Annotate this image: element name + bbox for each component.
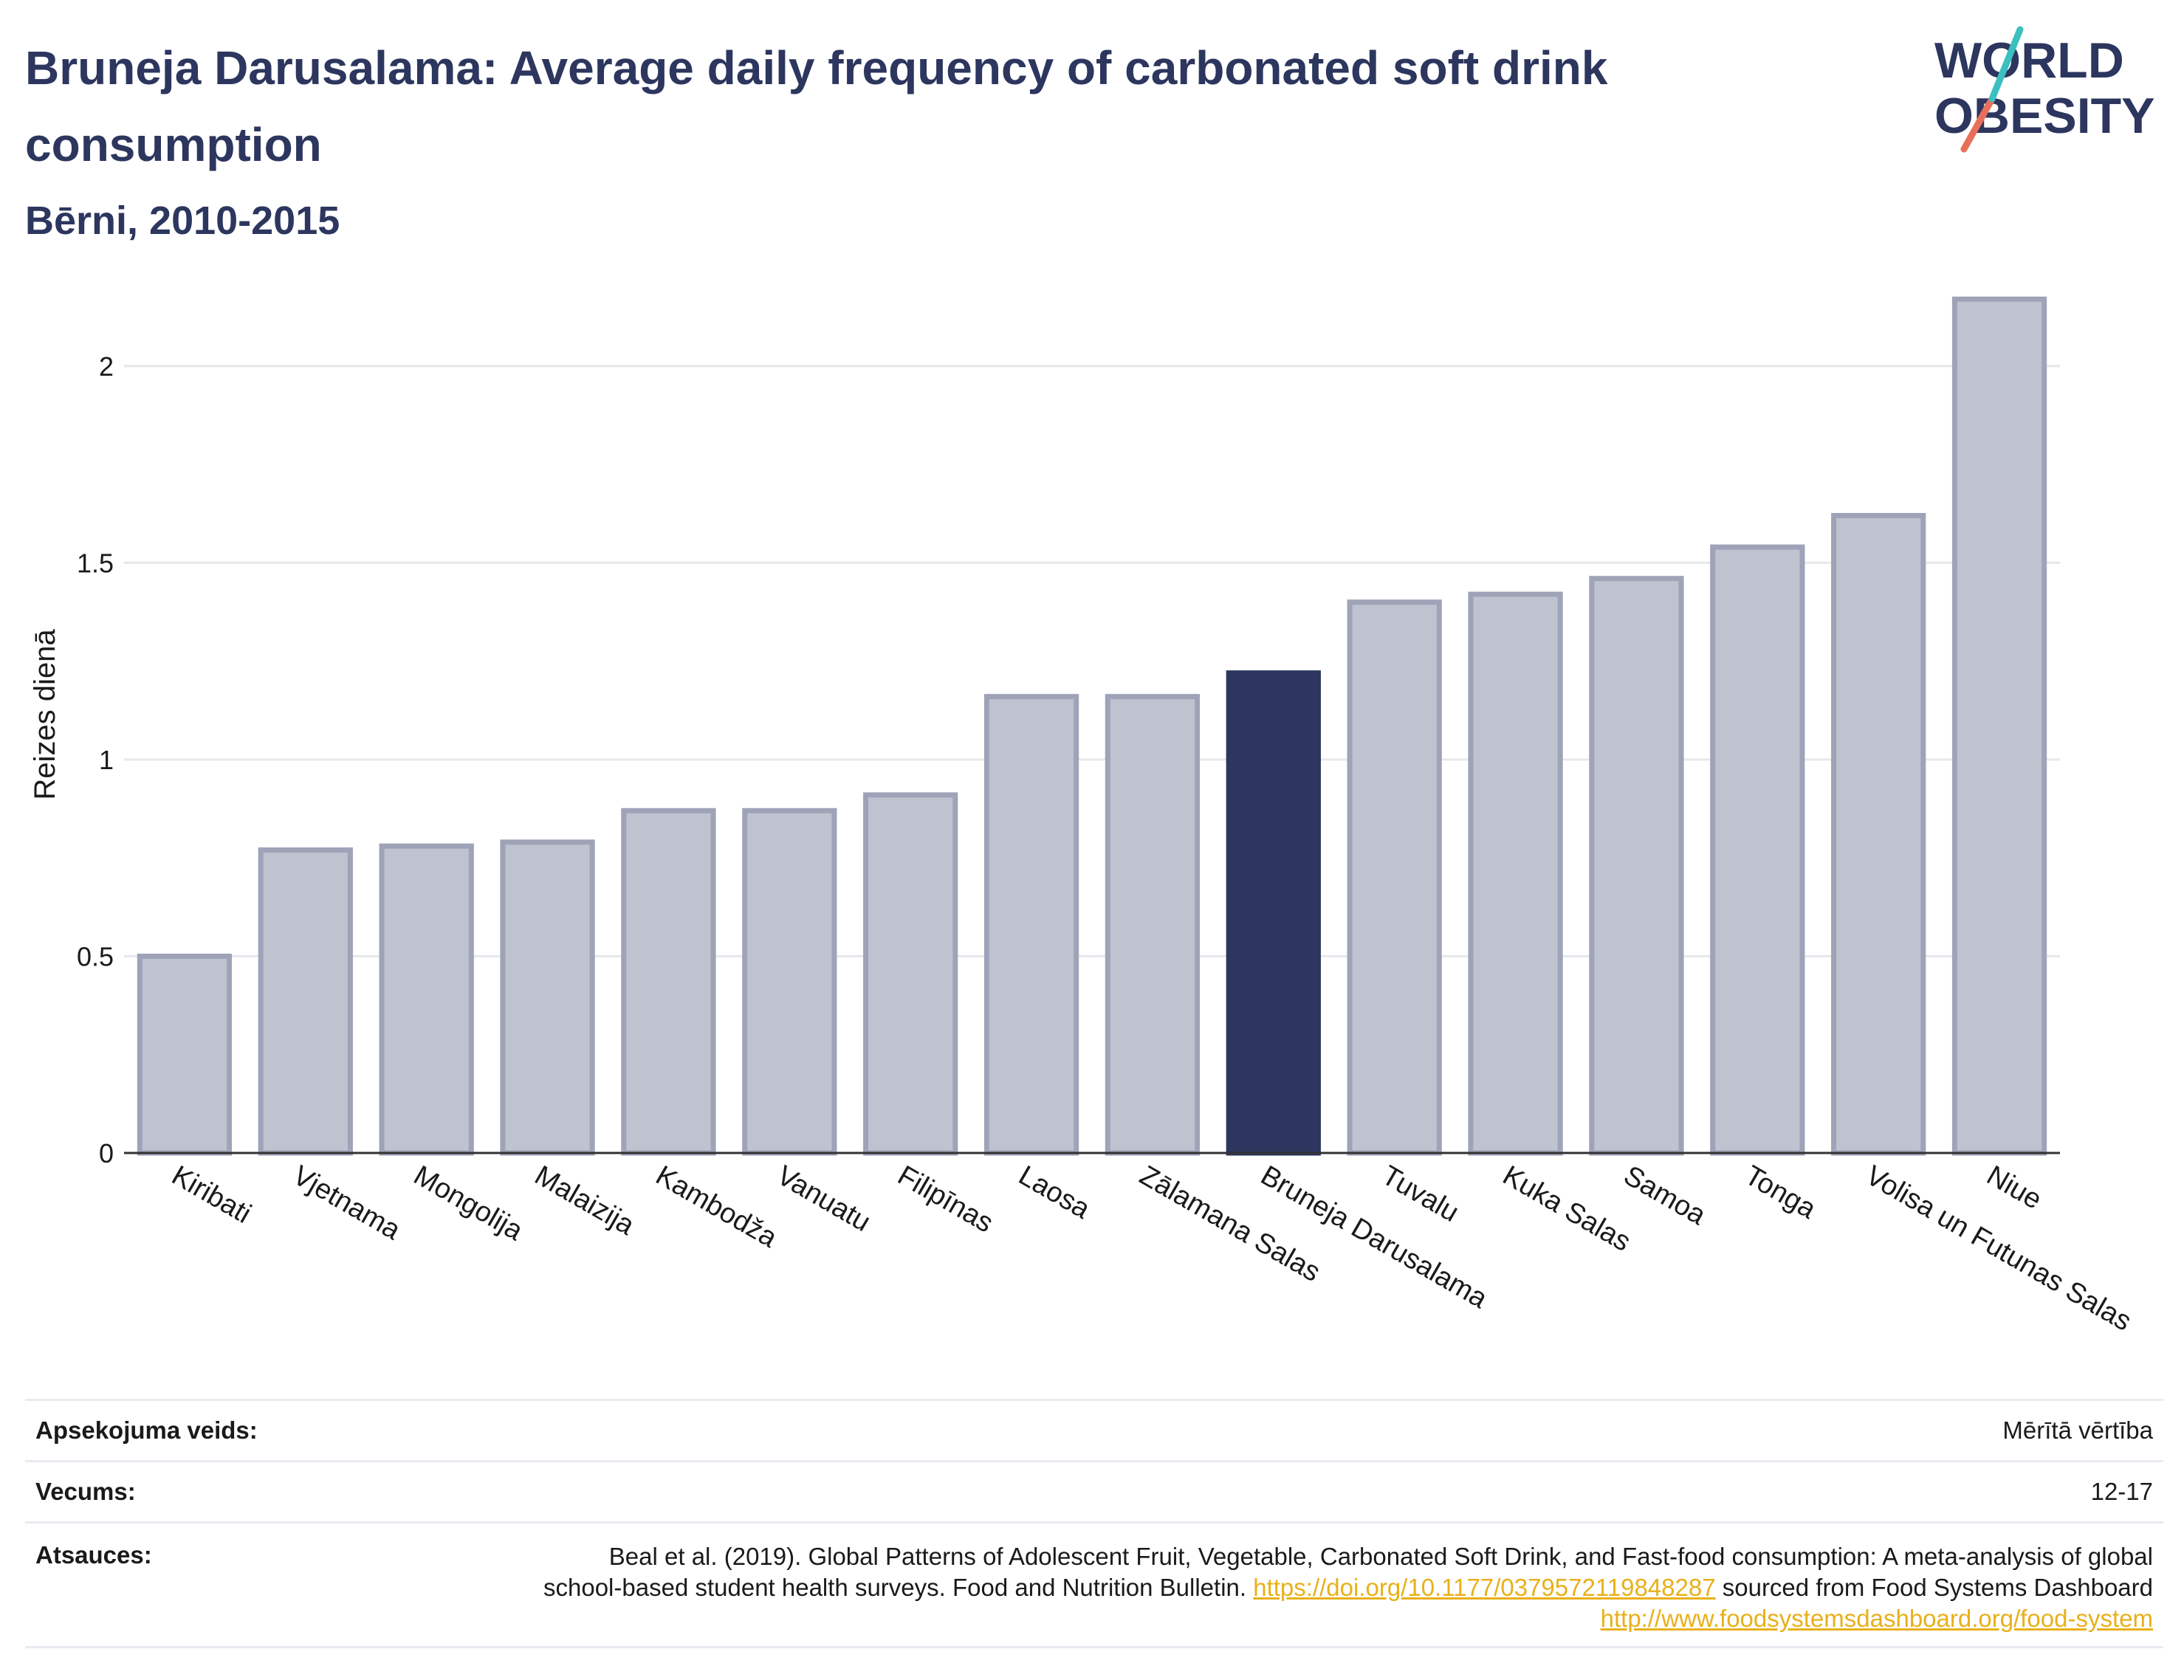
- x-tick-label: Samoa: [1618, 1160, 1711, 1231]
- bar: [1951, 296, 2047, 1156]
- bar: [500, 839, 595, 1156]
- bar: [1589, 576, 1684, 1156]
- sources-link-doi[interactable]: https://doi.org/10.1177/0379572119848287: [1253, 1574, 1716, 1601]
- y-tick-label: 0.5: [77, 941, 114, 971]
- x-tick-label: Filipīnas: [893, 1160, 999, 1239]
- bar: [983, 694, 1079, 1156]
- sources-text-1: Beal et al. (2019). Global Patterns of A…: [543, 1543, 2153, 1601]
- y-tick-label: 1: [99, 745, 114, 775]
- sources-row: Atsauces: Beal et al. (2019). Global Pat…: [25, 1524, 2163, 1648]
- bar: [863, 792, 958, 1156]
- x-tick-label: Malaizija: [529, 1160, 640, 1242]
- y-axis-label: Reizes dienā: [29, 629, 61, 800]
- bar: [258, 847, 353, 1156]
- x-tick-label: Laosa: [1014, 1160, 1096, 1225]
- survey-type-label: Apsekojuma veids:: [35, 1416, 258, 1444]
- bar: [1710, 544, 1805, 1156]
- x-tick-label: Vjetnama: [287, 1160, 406, 1246]
- x-tick-label: Mongolija: [408, 1160, 529, 1247]
- survey-type-row: Apsekojuma veids: Mērītā vērtība: [25, 1401, 2163, 1462]
- sources-text-2: sourced from Food Systems Dashboard: [1722, 1574, 2153, 1601]
- bar: [1105, 694, 1201, 1156]
- x-tick-label: Vanuatu: [772, 1160, 876, 1238]
- chart-title: Bruneja Darusalama: Average daily freque…: [25, 41, 1608, 171]
- metadata-table: Apsekojuma veids: Mērītā vērtība Vecums:…: [25, 1399, 2163, 1648]
- y-tick-label: 2: [99, 351, 114, 382]
- chart-subtitle: Bērni, 2010-2015: [25, 199, 340, 243]
- bar: [621, 808, 716, 1156]
- sources-value: Beal et al. (2019). Global Patterns of A…: [529, 1541, 2163, 1634]
- bar-highlight: [1226, 670, 1321, 1156]
- x-tick-label: Kuka Salas: [1497, 1160, 1635, 1257]
- sources-label: Atsauces:: [35, 1541, 152, 1569]
- world-obesity-logo: WORLD OBESITY: [1934, 26, 2155, 153]
- x-tick-label: Niue: [1982, 1160, 2047, 1215]
- bar: [379, 843, 474, 1156]
- logo-line-1: WORLD: [1934, 32, 2124, 89]
- bar: [742, 808, 837, 1156]
- y-tick-label: 1.5: [77, 548, 114, 578]
- survey-type-value: Mērītā vērtība: [2002, 1416, 2153, 1444]
- x-tick-label: Kiribati: [166, 1160, 256, 1229]
- age-value: 12-17: [2090, 1478, 2153, 1505]
- age-label: Vecums:: [35, 1478, 136, 1505]
- x-tick-label: Bruneja Darusalama: [1255, 1160, 1493, 1315]
- bar: [1831, 512, 1926, 1156]
- age-row: Vecums: 12-17: [25, 1462, 2163, 1524]
- bar: [1347, 599, 1442, 1156]
- bar-chart: 0 0.5 1 1.5 2 Kiribati Vjetnama Mongolija Malaiz…: [29, 296, 2137, 1338]
- x-tick-label: Tuvalu: [1376, 1160, 1464, 1228]
- y-tick-label: 0: [99, 1138, 114, 1168]
- sources-link-dashboard[interactable]: http://www.foodsystemsdashboard.org/food…: [1600, 1605, 2153, 1632]
- bar-layer: [137, 296, 2047, 1156]
- x-tick-label: Tonga: [1740, 1160, 1821, 1225]
- bar: [1468, 591, 1563, 1156]
- x-tick-label: Kambodža: [650, 1160, 783, 1254]
- bar: [137, 953, 233, 1156]
